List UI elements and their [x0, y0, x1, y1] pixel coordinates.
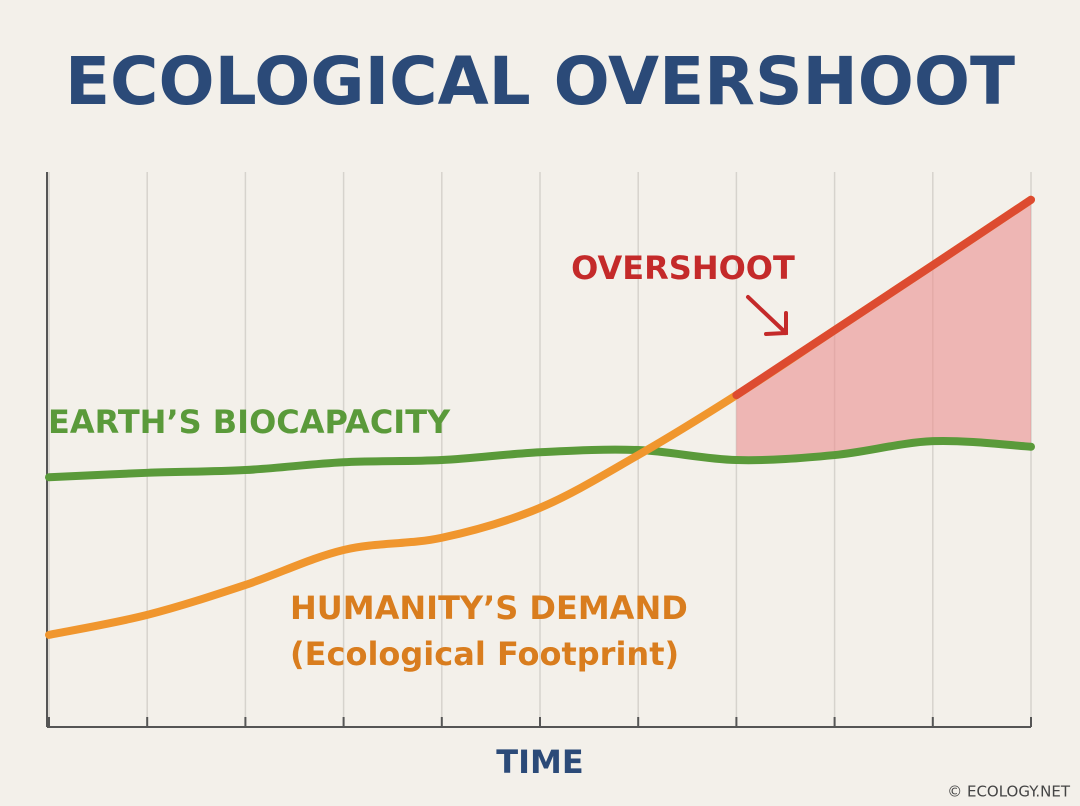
annotation: OVERSHOOT: [571, 249, 795, 287]
credit: © ECOLOGY.NET: [947, 783, 1071, 801]
series-label: HUMANITY’S DEMAND: [290, 589, 688, 627]
series-line: [45, 436, 1035, 482]
chart-title: ECOLOGICAL OVERSHOOT: [65, 43, 1015, 120]
overshoot-line: [732, 195, 1035, 400]
series-label: EARTH’S BIOCAPACITY: [48, 403, 451, 441]
arrow: [746, 295, 788, 336]
annotation: (Ecological Footprint): [290, 635, 679, 673]
x-axis-label: TIME: [496, 743, 583, 781]
overshoot-area: [736, 199, 1031, 461]
